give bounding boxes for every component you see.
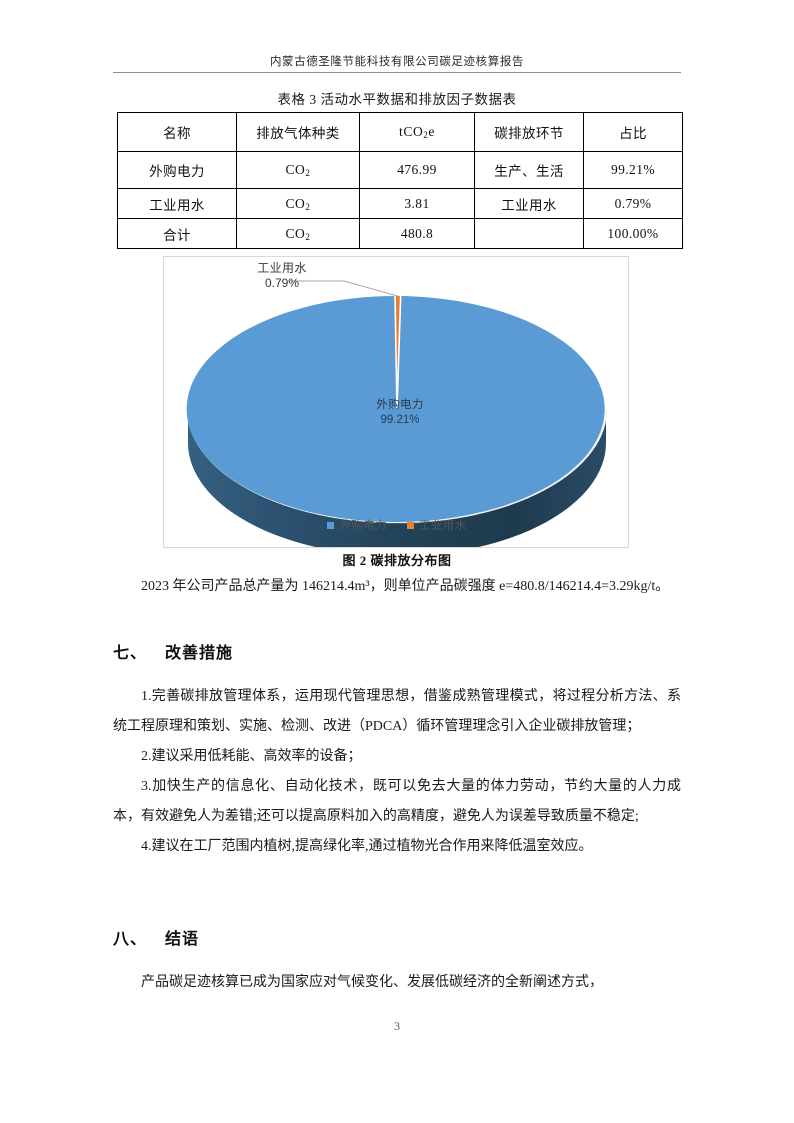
conclusion-paragraph: 产品碳足迹核算已成为国家应对气候变化、发展低碳经济的全新阐述方式， — [141, 975, 603, 990]
cell-gas: CO2 — [236, 151, 360, 189]
section-7-heading: 七、 改善措施 — [113, 639, 681, 669]
measure-item-4: 4.建议在工厂范围内植树,提高绿化率,通过植物光合作用来降低温室效应。 — [141, 839, 593, 854]
section-8-heading: 八、 结语 — [113, 925, 681, 955]
measures-block: 1.完善碳排放管理体系，运用现代管理思想，借鉴成熟管理模式，将过程分析方法、系统… — [113, 682, 681, 862]
intensity-paragraph-block: 2023 年公司产品总产量为 146214.4m³，则单位产品碳强度 e=480… — [113, 572, 681, 602]
running-header: 内蒙古德圣隆节能科技有限公司碳足迹核算报告 — [113, 54, 681, 74]
measure-item-3: 3.加快生产的信息化、自动化技术，既可以免去大量的体力劳动，节约大量的人力成本，… — [113, 779, 681, 824]
col-header-name: 名称 — [117, 112, 237, 152]
cell-name: 外购电力 — [117, 151, 237, 189]
header-title: 内蒙古德圣隆节能科技有限公司碳足迹核算报告 — [269, 56, 525, 68]
table-row: 工业用水 CO2 3.81 工业用水 0.79% — [117, 188, 683, 219]
cell-name: 合计 — [117, 218, 237, 249]
conclusion-block: 产品碳足迹核算已成为国家应对气候变化、发展低碳经济的全新阐述方式， — [113, 968, 681, 998]
section-8-number: 八、 — [113, 931, 148, 948]
table-row: 外购电力 CO2 476.99 生产、生活 99.21% — [117, 151, 683, 189]
pie-side-wall — [188, 409, 606, 547]
header-divider — [113, 72, 681, 74]
legend-label: 外购电力 — [339, 520, 387, 532]
cell-gas: CO2 — [236, 188, 360, 219]
legend-item-purchased-electricity[interactable]: 外购电力 — [327, 517, 387, 533]
callout-leader-line — [288, 280, 398, 297]
chart-plot-area: 工业用水 0.79% 外购电力 99.21% 外购电力 工业用水 — [164, 257, 628, 547]
legend-item-industrial-water[interactable]: 工业用水 — [407, 517, 467, 533]
cell-name: 工业用水 — [117, 188, 237, 219]
col-header-gas: 排放气体种类 — [236, 112, 360, 152]
figure-caption: 图 2 碳排放分布图 — [342, 553, 452, 568]
section-8-heading-block: 八、 结语 — [113, 925, 681, 955]
cell-tco2e: 3.81 — [359, 188, 475, 219]
pie-graphic — [186, 280, 608, 547]
chart-legend: 外购电力 工业用水 — [164, 517, 628, 533]
cell-stage: 生产、生活 — [474, 151, 584, 189]
emissions-table: 名称 排放气体种类 tCO2e 碳排放环节 占比 外购电力 CO2 476.99… — [117, 112, 683, 249]
table-body: 外购电力 CO2 476.99 生产、生活 99.21% 工业用水 CO2 3.… — [117, 151, 683, 249]
cell-gas: CO2 — [236, 218, 360, 249]
cell-stage: 工业用水 — [474, 188, 584, 219]
table-header-row: 名称 排放气体种类 tCO2e 碳排放环节 占比 — [117, 112, 683, 152]
table-caption: 表格 3 活动水平数据和排放因子数据表 — [277, 92, 517, 107]
table-header: 名称 排放气体种类 tCO2e 碳排放环节 占比 — [117, 112, 683, 152]
page-number: 3 — [394, 1019, 400, 1033]
section-7-number: 七、 — [113, 645, 148, 662]
emissions-pie-chart: 工业用水 0.79% 外购电力 99.21% 外购电力 工业用水 — [163, 256, 629, 548]
col-header-share: 占比 — [583, 112, 683, 152]
cell-share: 100.00% — [583, 218, 683, 249]
section-7-title: 改善措施 — [165, 645, 234, 662]
legend-label: 工业用水 — [419, 520, 467, 532]
measure-item-1: 1.完善碳排放管理体系，运用现代管理思想，借鉴成熟管理模式，将过程分析方法、系统… — [113, 689, 681, 734]
pie-slice-purchased-electricity — [186, 296, 605, 523]
col-header-tco2e: tCO2e — [359, 112, 475, 152]
table-row: 合计 CO2 480.8 100.00% — [117, 218, 683, 249]
section-7-heading-block: 七、 改善措施 — [113, 639, 681, 669]
legend-swatch-icon — [327, 521, 335, 529]
cell-stage — [474, 218, 584, 249]
legend-swatch-icon — [407, 521, 414, 529]
col-header-stage: 碳排放环节 — [474, 112, 584, 152]
section-8-title: 结语 — [165, 931, 200, 948]
intensity-paragraph: 2023 年公司产品总产量为 146214.4m³，则单位产品碳强度 e=480… — [141, 579, 670, 594]
cell-tco2e: 480.8 — [359, 218, 475, 249]
measure-item-2: 2.建议采用低耗能、高效率的设备； — [141, 749, 362, 764]
pie-slice-separator — [394, 296, 402, 410]
cell-share: 99.21% — [583, 151, 683, 189]
cell-tco2e: 476.99 — [359, 151, 475, 189]
cell-share: 0.79% — [583, 188, 683, 219]
